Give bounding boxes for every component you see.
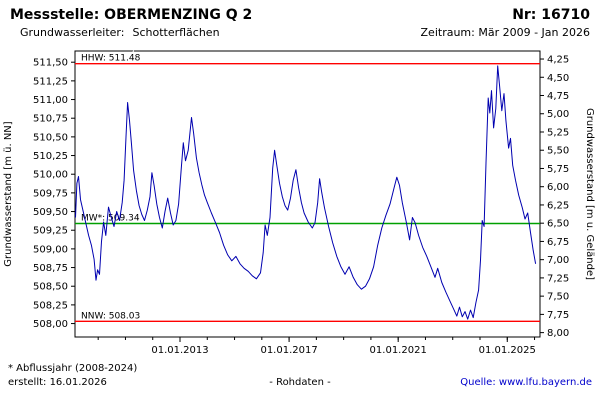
right-tick-label: 6,50 [547, 219, 569, 230]
right-tick-label: 6,75 [547, 237, 569, 248]
series-line [75, 65, 537, 320]
groundwater-chart: 511,50 511,25 511,00 510,75 510,50 510,25 510,… [3, 50, 595, 356]
left-tick-label: 509,00 [33, 244, 68, 255]
left-tick-label: 509,50 [33, 207, 68, 218]
station-number: Nr: 16710 [512, 7, 590, 23]
mw-label: MW*: 509.34 [81, 213, 140, 223]
x-tick-label: 01.01.2021 [370, 345, 427, 356]
left-tick-label: 511,00 [33, 95, 68, 106]
period-text: Zeitraum: Mär 2009 - Jan 2026 [420, 26, 590, 39]
left-tick-label: 510,25 [33, 151, 68, 162]
aquifer-label: Grundwasserleiter: [20, 26, 125, 39]
left-tick-label: 511,50 [33, 58, 68, 69]
left-tick-label: 508,50 [33, 282, 68, 293]
right-tick-label: 5,25 [547, 127, 569, 138]
right-tick-label: 5,00 [547, 109, 569, 120]
right-tick-label: 7,00 [547, 255, 569, 266]
station-title: Messstelle: OBERMENZING Q 2 [10, 7, 253, 23]
right-tick-label: 7,75 [547, 310, 569, 321]
left-tick-label: 508,00 [33, 319, 68, 330]
created-date: erstellt: 16.01.2026 [8, 377, 107, 388]
left-tick-label: 508,75 [33, 263, 68, 274]
aquifer-value: Schotterflächen [132, 26, 220, 39]
left-tick-label: 508,25 [33, 300, 68, 311]
left-tick-label: 510,00 [33, 170, 68, 181]
right-tick-label: 5,75 [547, 164, 569, 175]
x-tick-label: 01.01.2017 [260, 345, 317, 356]
left-tick-label: 510,75 [33, 114, 68, 125]
plot-border [74, 50, 541, 338]
nnw-label: NNW: 508.03 [81, 311, 140, 321]
right-tick-label: 8,00 [547, 328, 569, 339]
right-tick-label: 4,50 [547, 73, 569, 84]
rohdaten-label: - Rohdaten - [269, 377, 331, 388]
left-tick-label: 510,50 [33, 132, 68, 143]
right-tick-label: 4,25 [547, 55, 569, 66]
abflussjahr-note: * Abflussjahr (2008-2024) [8, 363, 138, 374]
right-tick-label: 6,00 [547, 182, 569, 193]
right-tick-label: 7,50 [547, 292, 569, 303]
left-tick-label: 509,75 [33, 188, 68, 199]
right-tick-label: 4,75 [547, 91, 569, 102]
right-axis-title: Grundwasserstand [m u. Gelände] [584, 108, 595, 280]
left-tick-label: 509,25 [33, 226, 68, 237]
x-tick-label: 01.01.2025 [479, 345, 536, 356]
report-footer: * Abflussjahr (2008-2024) erstellt: 16.0… [0, 361, 600, 388]
right-tick-label: 5,50 [547, 146, 569, 157]
aquifer-info: Grundwasserleiter: Schotterflächen [10, 26, 220, 39]
source-link[interactable]: Quelle: www.lfu.bayern.de [460, 377, 592, 388]
left-tick-label: 511,25 [33, 76, 68, 87]
right-tick-label: 6,25 [547, 200, 569, 211]
report-header: Messstelle: OBERMENZING Q 2 Nr: 16710 Gr… [0, 0, 600, 39]
hhw-label: HHW: 511.48 [81, 54, 141, 64]
right-tick-label: 7,25 [547, 273, 569, 284]
x-tick-label: 01.01.2013 [151, 345, 208, 356]
left-axis-title: Grundwasserstand [m ü. NN] [3, 121, 14, 266]
